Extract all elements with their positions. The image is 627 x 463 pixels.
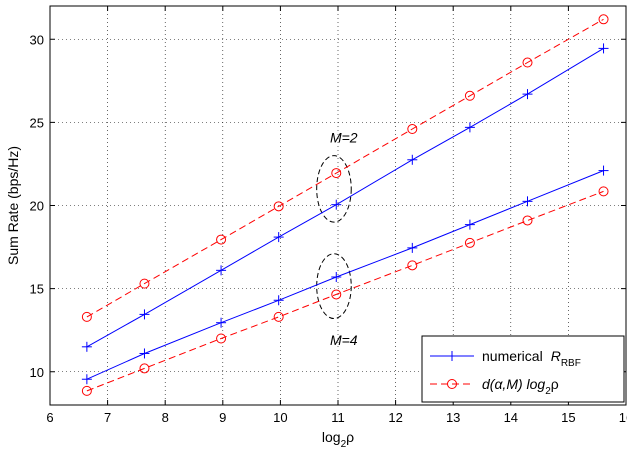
plus-marker xyxy=(464,122,475,133)
plus-marker xyxy=(407,154,418,165)
legend-entry-numerical: numerical RRBF xyxy=(482,348,581,369)
y-tick-label: 10 xyxy=(30,365,44,380)
plus-marker xyxy=(522,89,533,100)
y-tick-label: 30 xyxy=(30,32,44,47)
annotation-labels: M=2 M=4 xyxy=(330,129,358,348)
circle-marker xyxy=(139,363,150,374)
circle-marker xyxy=(81,311,92,322)
series-2 xyxy=(81,14,609,322)
x-tick-label: 16 xyxy=(619,410,627,425)
circle-marker xyxy=(273,311,284,322)
circle-marker xyxy=(216,234,227,245)
y-axis-label: Sum Rate (bps/Hz) xyxy=(5,146,21,265)
x-tick-label: 8 xyxy=(162,410,169,425)
plus-marker xyxy=(598,43,609,54)
plus-marker xyxy=(273,295,284,306)
circle-marker xyxy=(273,201,284,212)
circle-marker xyxy=(216,333,227,344)
circle-marker xyxy=(464,90,475,101)
circle-marker xyxy=(447,379,457,389)
dashed-ellipse xyxy=(316,155,352,223)
legend-entry-asymptote: d(α,M) log2ρ xyxy=(482,376,559,397)
series-layer xyxy=(81,14,609,396)
x-tick-label: 6 xyxy=(46,410,53,425)
series-line xyxy=(86,18,604,318)
circle-marker xyxy=(598,186,609,197)
plus-marker xyxy=(216,317,227,328)
plus-marker xyxy=(522,196,533,207)
plus-marker xyxy=(81,341,92,352)
plus-marker xyxy=(331,271,342,282)
plus-marker xyxy=(464,219,475,230)
circle-marker xyxy=(407,124,418,135)
x-tick-label: 10 xyxy=(273,410,287,425)
series-4 xyxy=(81,186,609,396)
x-tick-label: 9 xyxy=(219,410,226,425)
axis-ticks: 6 7 8 9 10 11 12 13 14 15 16 10 15 20 25 30 xyxy=(30,6,627,425)
circle-marker xyxy=(522,215,533,226)
y-tick-label: 15 xyxy=(30,282,44,297)
x-axis-label: log2ρ xyxy=(322,429,354,450)
dashed-ellipse xyxy=(316,253,352,320)
legend-symbols xyxy=(430,351,474,389)
x-tick-label: 14 xyxy=(504,410,518,425)
annotation-label: M=4 xyxy=(330,332,358,348)
plus-marker xyxy=(331,199,342,210)
circle-marker xyxy=(522,57,533,68)
circle-marker xyxy=(139,278,150,289)
x-tick-label: 7 xyxy=(104,410,111,425)
series-3 xyxy=(81,165,609,385)
series-1 xyxy=(81,43,609,352)
x-tick-label: 15 xyxy=(561,410,575,425)
annotation-label: M=2 xyxy=(330,129,358,145)
circle-marker xyxy=(407,260,418,271)
plus-marker xyxy=(139,309,150,320)
y-tick-label: 20 xyxy=(30,199,44,214)
plus-marker xyxy=(598,165,609,176)
x-tick-label: 11 xyxy=(331,410,345,425)
plus-marker xyxy=(273,232,284,243)
circle-marker xyxy=(81,385,92,396)
x-tick-label: 12 xyxy=(388,410,402,425)
plus-marker xyxy=(139,348,150,359)
y-tick-label: 25 xyxy=(30,115,44,130)
series-line xyxy=(86,190,604,392)
legend: numerical RRBF d(α,M) log2ρ xyxy=(421,335,625,403)
ellipse-annotations xyxy=(316,155,352,320)
plus-marker xyxy=(407,242,418,253)
plus-marker xyxy=(81,374,92,385)
legend-box xyxy=(421,335,625,403)
circle-marker xyxy=(331,289,342,300)
circle-marker xyxy=(598,14,609,25)
x-tick-label: 13 xyxy=(446,410,460,425)
circle-marker xyxy=(331,168,342,179)
circle-marker xyxy=(464,237,475,248)
plus-marker xyxy=(447,351,457,361)
plus-marker xyxy=(216,265,227,276)
